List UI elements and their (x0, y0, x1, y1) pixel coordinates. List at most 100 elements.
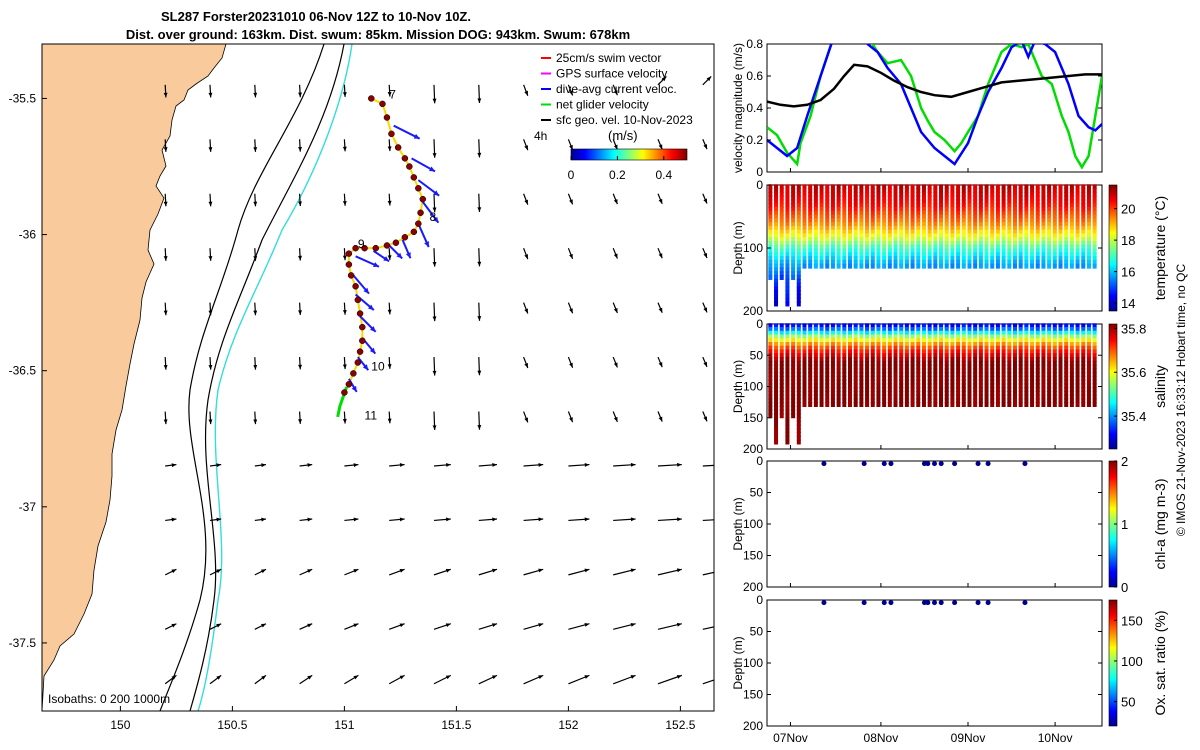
temperature-panel-sample (1052, 222, 1057, 228)
temperature-panel-sample (927, 263, 932, 269)
temperature-panel-sample (978, 184, 983, 190)
salinity-panel-sample (984, 334, 989, 340)
colorbar-title: (m/s) (608, 128, 638, 143)
temperature-panel-sample (961, 210, 966, 216)
temperature-panel-sample (973, 203, 978, 209)
salinity-panel-sample (813, 345, 818, 351)
temperature-panel-sample (1092, 191, 1097, 197)
salinity-panel-sample (939, 379, 944, 385)
geo-vector-head (613, 253, 618, 259)
salinity-panel-sample (791, 405, 796, 411)
salinity-panel-sample (887, 342, 892, 347)
map-x-tick-label: 152 (558, 718, 578, 732)
salinity-panel-sample (939, 364, 944, 370)
salinity-panel-sample (808, 383, 813, 389)
salinity-panel-sample (853, 330, 858, 336)
temperature-panel-sample (927, 222, 932, 228)
salinity-panel-sample (865, 357, 870, 362)
salinity-panel-sample (865, 364, 870, 370)
temperature-panel-sample (984, 240, 989, 246)
temperature-panel-sample (1012, 252, 1017, 258)
salinity-panel-sample (984, 349, 989, 355)
temperature-panel-sample (1001, 259, 1006, 265)
velocity-panel-y-tick-label: 0 (756, 165, 763, 179)
salinity-panel-sample (1081, 327, 1086, 332)
salinity-panel-sample (774, 417, 779, 422)
temperature-panel-sample (1075, 214, 1080, 220)
oxygen-panel-y-tick-label: 200 (743, 719, 763, 733)
temperature-panel-sample (956, 206, 961, 212)
temperature-panel-sample (882, 191, 887, 197)
salinity-panel-sample (1075, 387, 1080, 392)
salinity-panel-sample (791, 330, 796, 336)
temperature-panel-sample (802, 210, 807, 216)
salinity-panel-sample (785, 368, 790, 374)
time-axis-label: 10Nov (1038, 731, 1073, 745)
salinity-panel-sample (836, 390, 841, 396)
geo-vector (702, 464, 714, 467)
geo-vector-head (163, 147, 168, 152)
salinity-panel-sample (904, 360, 909, 366)
temperature-panel-sample (791, 191, 796, 197)
salinity-panel-sample (802, 360, 807, 366)
salinity-panel-sample (1041, 390, 1046, 396)
salinity-panel-sample (1035, 379, 1040, 385)
salinity-panel-sample (1018, 390, 1023, 396)
temperature-panel-sample (791, 248, 796, 254)
temperature-panel-sample (785, 274, 790, 280)
salinity-panel-sample (870, 323, 875, 329)
salinity-panel-sample (887, 360, 892, 366)
temperature-panel-sample (853, 195, 858, 201)
salinity-panel-sample (1018, 364, 1023, 370)
temperature-panel-sample (779, 240, 784, 246)
salinity-panel-sample (847, 360, 852, 366)
salinity-panel-sample (853, 334, 858, 340)
temperature-panel-sample (774, 206, 779, 212)
temperature-panel-sample (887, 188, 892, 194)
salinity-panel-sample (904, 394, 909, 400)
temperature-panel-sample (944, 248, 949, 254)
temperature-panel-sample (1052, 184, 1057, 190)
salinity-panel-sample (921, 342, 926, 347)
temperature-panel-sample (819, 203, 824, 209)
temperature-panel-sample (1075, 225, 1080, 231)
temperature-panel-sample (944, 222, 949, 228)
salinity-panel-sample (984, 345, 989, 351)
temperature-panel-sample (1001, 184, 1006, 190)
temperature-panel-sample (995, 248, 1000, 254)
salinity-panel-sample (1064, 345, 1069, 351)
temperature-panel-sample (1069, 229, 1074, 235)
temperature-panel-sample (796, 271, 801, 277)
temperature-panel-sample (1086, 203, 1091, 209)
salinity-panel-colorbar (1108, 323, 1118, 450)
temperature-panel-sample (1030, 199, 1035, 205)
salinity-panel-sample (870, 375, 875, 381)
temperature-panel-sample (961, 229, 966, 235)
salinity-panel-sample (1081, 372, 1086, 377)
salinity-panel-sample (842, 398, 847, 404)
salinity-panel-sample (825, 327, 830, 332)
temperature-panel-sample (1058, 214, 1063, 220)
velocity-panel-frame (766, 43, 1103, 173)
salinity-panel-sample (1041, 349, 1046, 355)
salinity-panel-sample (768, 342, 773, 347)
temperature-panel-sample (1018, 222, 1023, 228)
salinity-panel-sample (978, 390, 983, 396)
geo-vector (703, 730, 728, 738)
temperature-panel-sample (967, 229, 972, 235)
temperature-panel-sample (916, 229, 921, 235)
temperature-panel-sample (984, 259, 989, 265)
salinity-panel-sample (916, 387, 921, 392)
salinity-panel-sample (768, 372, 773, 377)
geo-vector-head (445, 568, 451, 573)
salinity-panel-sample (785, 394, 790, 400)
track-dot (356, 348, 364, 355)
temperature-panel-sample (921, 263, 926, 269)
salinity-panel-sample (921, 360, 926, 366)
temperature-panel-sample (1012, 188, 1017, 194)
temperature-panel-sample (1012, 195, 1017, 201)
temperature-panel-sample (1092, 225, 1097, 231)
salinity-panel-sample (1024, 364, 1029, 370)
track-dot (356, 310, 364, 317)
temperature-panel-sample (950, 256, 955, 262)
